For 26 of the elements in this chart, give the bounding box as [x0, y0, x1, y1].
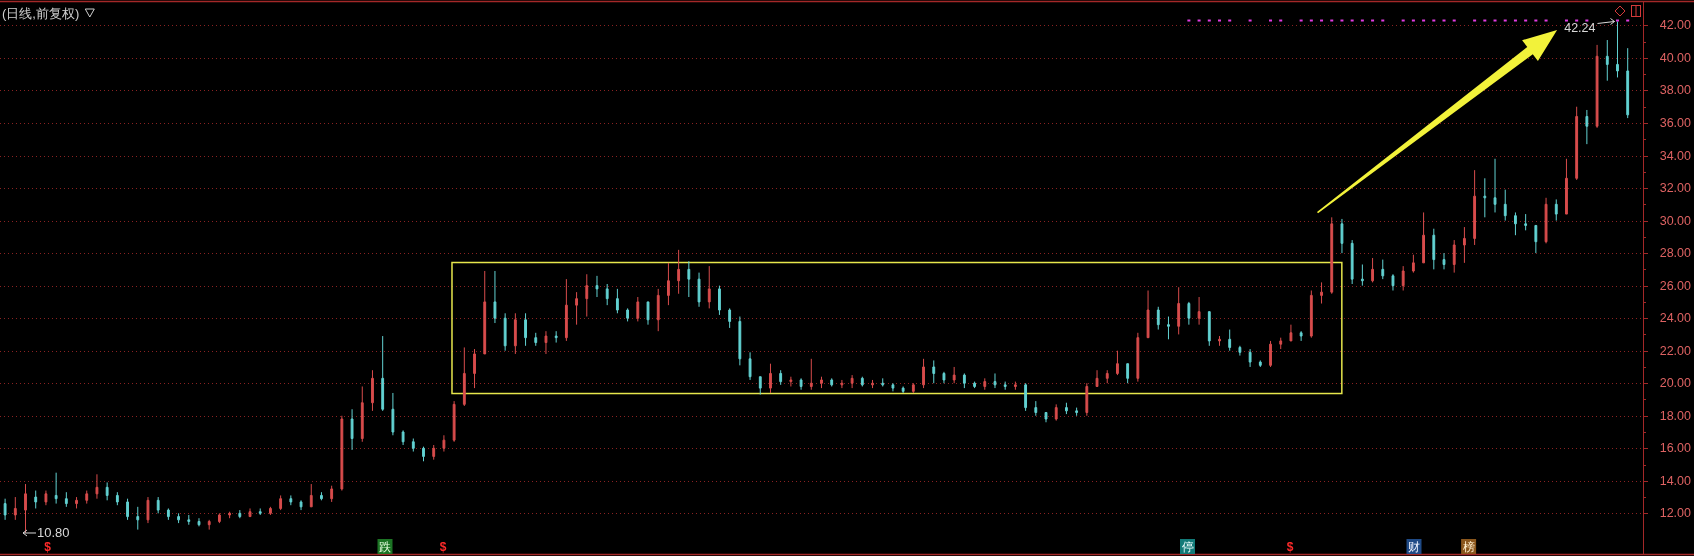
y-tick-label: 26.00: [1659, 278, 1691, 293]
y-tick-label: 32.00: [1659, 181, 1691, 196]
y-tick-label: 34.00: [1659, 148, 1691, 163]
y-tick-label: 22.00: [1659, 343, 1691, 358]
y-tick-label: 20.00: [1659, 376, 1691, 391]
high-label: 42.24: [1564, 21, 1596, 35]
y-tick-label: 14.00: [1659, 473, 1691, 488]
y-tick-label: 16.00: [1659, 441, 1691, 456]
y-tick-label: 36.00: [1659, 116, 1691, 130]
event-marker: 财: [1408, 540, 1420, 554]
y-tick-label: 24.00: [1659, 311, 1691, 326]
y-tick-label: 38.00: [1659, 83, 1691, 98]
y-tick-label: 28.00: [1659, 246, 1691, 261]
event-marker: 榜: [1462, 540, 1475, 554]
y-tick-label: 42.00: [1659, 18, 1691, 33]
y-tick-label: 12.00: [1659, 506, 1691, 521]
event-marker: 停: [1181, 540, 1194, 554]
event-marker: $: [439, 540, 447, 554]
y-tick-label: 18.00: [1659, 408, 1691, 423]
y-tick-label: 30.00: [1659, 213, 1691, 228]
event-marker: $: [44, 540, 51, 554]
low-label: 10.80: [37, 525, 70, 541]
event-marker: 跌: [379, 540, 391, 554]
y-tick-label: 40.00: [1659, 50, 1691, 65]
event-marker: $: [1286, 540, 1294, 554]
title: (日线,前复权): [2, 5, 80, 21]
